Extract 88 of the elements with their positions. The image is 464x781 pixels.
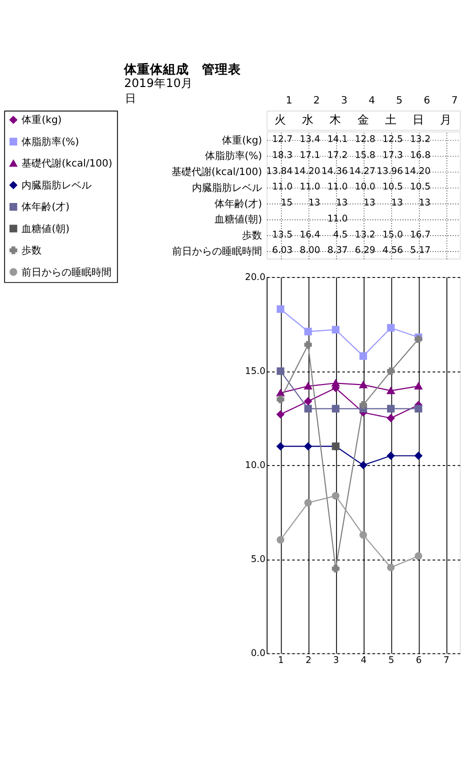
data-label: 11.0 <box>327 213 348 224</box>
x-tick-label: 2 <box>306 654 312 666</box>
data-label: 13.84 <box>266 166 293 177</box>
data-label: 6.03 <box>272 245 293 256</box>
data-label: 6.29 <box>354 245 376 256</box>
text: 2019年10月 <box>124 76 193 90</box>
data-label: 15.8 <box>354 150 376 161</box>
x-tick-label: 2 <box>313 96 320 107</box>
data-label: 13 <box>391 198 404 209</box>
x-tick-label: 7 <box>451 96 458 107</box>
y-tick-label: 体脂肪率(%) <box>204 150 262 162</box>
data-label: 14.20 <box>294 166 320 177</box>
y-tick-label: 5.0 <box>250 554 266 566</box>
text: 木 <box>330 112 342 127</box>
data-label: 8.37 <box>327 245 348 256</box>
data-label: 18.3 <box>272 150 293 161</box>
y-tick-label: 血糖値(朝) <box>214 214 262 226</box>
y-tick-label: 歩数 <box>242 230 262 242</box>
data-label: 14.20 <box>404 166 431 177</box>
data-label: 4.56 <box>382 245 404 256</box>
data-label: 14.36 <box>321 166 348 177</box>
data-label: 17.3 <box>382 150 404 161</box>
data-label: 16.8 <box>410 150 431 161</box>
text: 火 <box>274 112 286 127</box>
data-label: 13.96 <box>376 166 404 177</box>
data-label: 12.5 <box>382 134 404 146</box>
legend-label: 体年齢(才) <box>22 201 70 214</box>
chart-title: 体重体組成 管理表 <box>123 61 242 76</box>
text: 金 <box>357 112 370 127</box>
data-label: 17.1 <box>300 150 320 161</box>
data-label: 10.0 <box>354 182 376 193</box>
data-label: 13.2 <box>410 134 431 146</box>
legend-label: 体脂肪率(%) <box>22 136 80 148</box>
x-tick-label: 6 <box>424 96 430 107</box>
y-tick-label: 体重(kg) <box>222 134 262 146</box>
data-label: 4.5 <box>333 229 348 240</box>
x-axis-title: 日 <box>124 92 136 105</box>
x-tick-label: 5 <box>396 96 403 107</box>
data-label: 14.27 <box>349 166 376 177</box>
x-tick-label: 6 <box>416 654 422 666</box>
data-label: 13.2 <box>354 229 376 240</box>
x-tick-label: 1 <box>278 654 284 666</box>
x-tick-label: 4 <box>360 654 367 666</box>
legend-label: 基礎代謝(kcal/100) <box>22 158 112 170</box>
x-tick-label: 3 <box>341 96 348 107</box>
x-tick-label: 4 <box>368 96 375 107</box>
y-tick-label: 15.0 <box>244 366 266 378</box>
data-label: 10.5 <box>382 182 404 193</box>
data-label: 12.8 <box>354 134 376 146</box>
data-label: 8.00 <box>300 245 320 256</box>
data-label: 15.0 <box>382 229 404 240</box>
data-label: 11.0 <box>300 182 320 193</box>
data-label: 11.0 <box>327 182 348 193</box>
y-tick-label: 内臓脂肪レベル <box>192 182 262 194</box>
text: 日 <box>412 112 424 127</box>
data-label: 13 <box>308 198 320 209</box>
data-label: 15 <box>280 198 293 209</box>
legend-label: 歩数 <box>22 244 42 257</box>
x-tick-label: 7 <box>444 654 450 666</box>
data-label: 12.7 <box>272 134 293 146</box>
x-tick-label: 5 <box>388 654 394 666</box>
text: 月 <box>440 112 452 127</box>
data-label: 13 <box>418 198 431 209</box>
y-tick-label: 基礎代謝(kcal/100) <box>172 166 262 178</box>
data-label: 16.7 <box>410 229 431 240</box>
legend-label: 体重(kg) <box>22 114 62 126</box>
data-label: 13 <box>364 198 376 209</box>
text: 水 <box>302 112 314 127</box>
data-label: 5.17 <box>410 245 431 256</box>
y-tick-label: 0.0 <box>250 648 266 660</box>
y-tick-label: 10.0 <box>244 460 266 472</box>
data-label: 13.5 <box>272 229 293 240</box>
text: 土 <box>384 112 397 127</box>
data-label: 17.2 <box>327 150 348 161</box>
x-tick-label: 3 <box>333 654 340 666</box>
data-label: 13.4 <box>300 134 320 146</box>
y-tick-label: 前日からの睡眠時間 <box>172 245 262 258</box>
x-tick-label: 1 <box>286 96 292 107</box>
y-tick-label: 体年齢(才) <box>214 198 262 210</box>
legend-label: 前日からの睡眠時間 <box>22 266 112 278</box>
data-label: 11.0 <box>272 182 293 193</box>
data-label: 14.1 <box>327 134 348 146</box>
legend-label: 血糖値(朝) <box>22 222 70 235</box>
data-label: 13 <box>336 198 348 209</box>
data-label: 10.5 <box>410 182 431 193</box>
data-label: 16.4 <box>300 229 320 240</box>
y-tick-label: 20.0 <box>244 272 266 283</box>
legend-label: 内臓脂肪レベル <box>22 179 92 192</box>
